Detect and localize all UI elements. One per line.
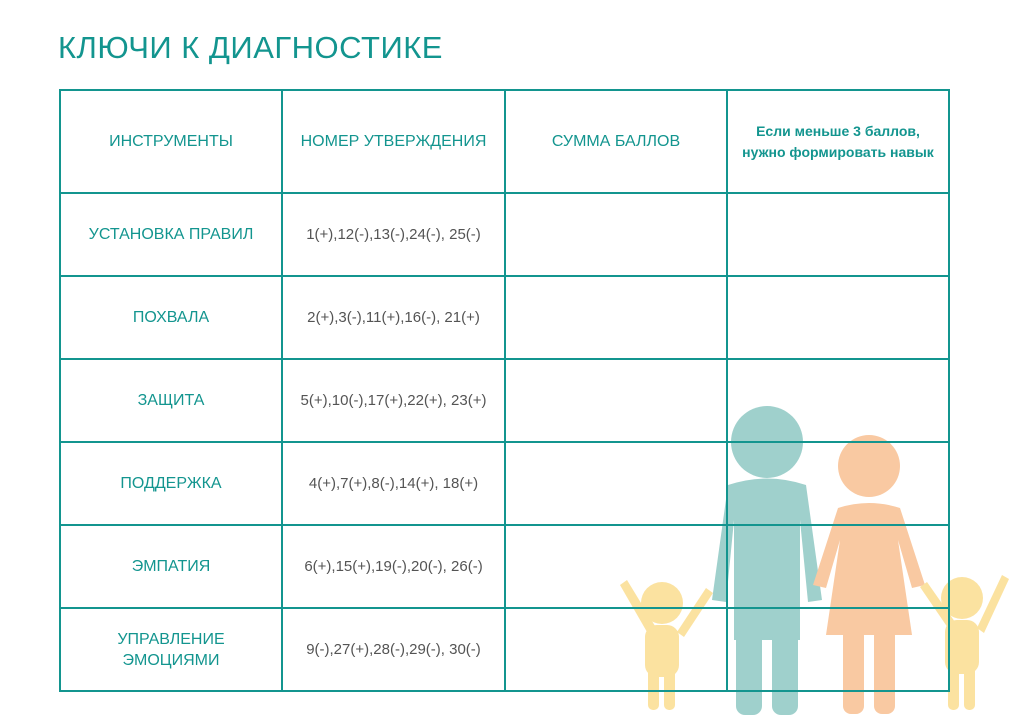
header-score-sum: СУММА БАЛЛОВ xyxy=(504,89,728,194)
numbers-cell: 9(-),27(+),28(-),29(-), 30(-) xyxy=(281,607,506,692)
sum-cell[interactable] xyxy=(504,524,728,609)
diagnostics-table: ИНСТРУМЕНТЫ НОМЕР УТВЕРЖДЕНИЯ СУММА БАЛЛ… xyxy=(59,89,950,692)
tool-cell: УСТАНОВКА ПРАВИЛ xyxy=(59,192,283,277)
note-cell[interactable] xyxy=(726,192,950,277)
table-header-row: ИНСТРУМЕНТЫ НОМЕР УТВЕРЖДЕНИЯ СУММА БАЛЛ… xyxy=(59,89,950,194)
page-title: КЛЮЧИ К ДИАГНОСТИКЕ xyxy=(58,30,443,65)
header-statement-number: НОМЕР УТВЕРЖДЕНИЯ xyxy=(281,89,506,194)
sum-cell[interactable] xyxy=(504,358,728,443)
numbers-cell: 6(+),15(+),19(-),20(-), 26(-) xyxy=(281,524,506,609)
sum-cell[interactable] xyxy=(504,192,728,277)
numbers-cell: 5(+),10(-),17(+),22(+), 23(+) xyxy=(281,358,506,443)
numbers-cell: 1(+),12(-),13(-),24(-), 25(-) xyxy=(281,192,506,277)
table-row: УСТАНОВКА ПРАВИЛ 1(+),12(-),13(-),24(-),… xyxy=(59,192,950,277)
table-row: ПОДДЕРЖКА 4(+),7(+),8(-),14(+), 18(+) xyxy=(59,441,950,526)
header-instruments: ИНСТРУМЕНТЫ xyxy=(59,89,283,194)
tool-cell: ЭМПАТИЯ xyxy=(59,524,283,609)
numbers-cell: 4(+),7(+),8(-),14(+), 18(+) xyxy=(281,441,506,526)
tool-cell: УПРАВЛЕНИЕ ЭМОЦИЯМИ xyxy=(59,607,283,692)
tool-cell: ЗАЩИТА xyxy=(59,358,283,443)
header-skill-note: Если меньше 3 баллов, нужно формировать … xyxy=(726,89,950,194)
table-row: ПОХВАЛА 2(+),3(-),11(+),16(-), 21(+) xyxy=(59,275,950,360)
table-row: УПРАВЛЕНИЕ ЭМОЦИЯМИ 9(-),27(+),28(-),29(… xyxy=(59,607,950,692)
note-cell[interactable] xyxy=(726,441,950,526)
tool-cell: ПОХВАЛА xyxy=(59,275,283,360)
note-cell[interactable] xyxy=(726,358,950,443)
numbers-cell: 2(+),3(-),11(+),16(-), 21(+) xyxy=(281,275,506,360)
note-cell[interactable] xyxy=(726,524,950,609)
table-row: ЗАЩИТА 5(+),10(-),17(+),22(+), 23(+) xyxy=(59,358,950,443)
note-cell[interactable] xyxy=(726,275,950,360)
tool-cell: ПОДДЕРЖКА xyxy=(59,441,283,526)
sum-cell[interactable] xyxy=(504,607,728,692)
note-cell[interactable] xyxy=(726,607,950,692)
sum-cell[interactable] xyxy=(504,275,728,360)
sum-cell[interactable] xyxy=(504,441,728,526)
table-row: ЭМПАТИЯ 6(+),15(+),19(-),20(-), 26(-) xyxy=(59,524,950,609)
